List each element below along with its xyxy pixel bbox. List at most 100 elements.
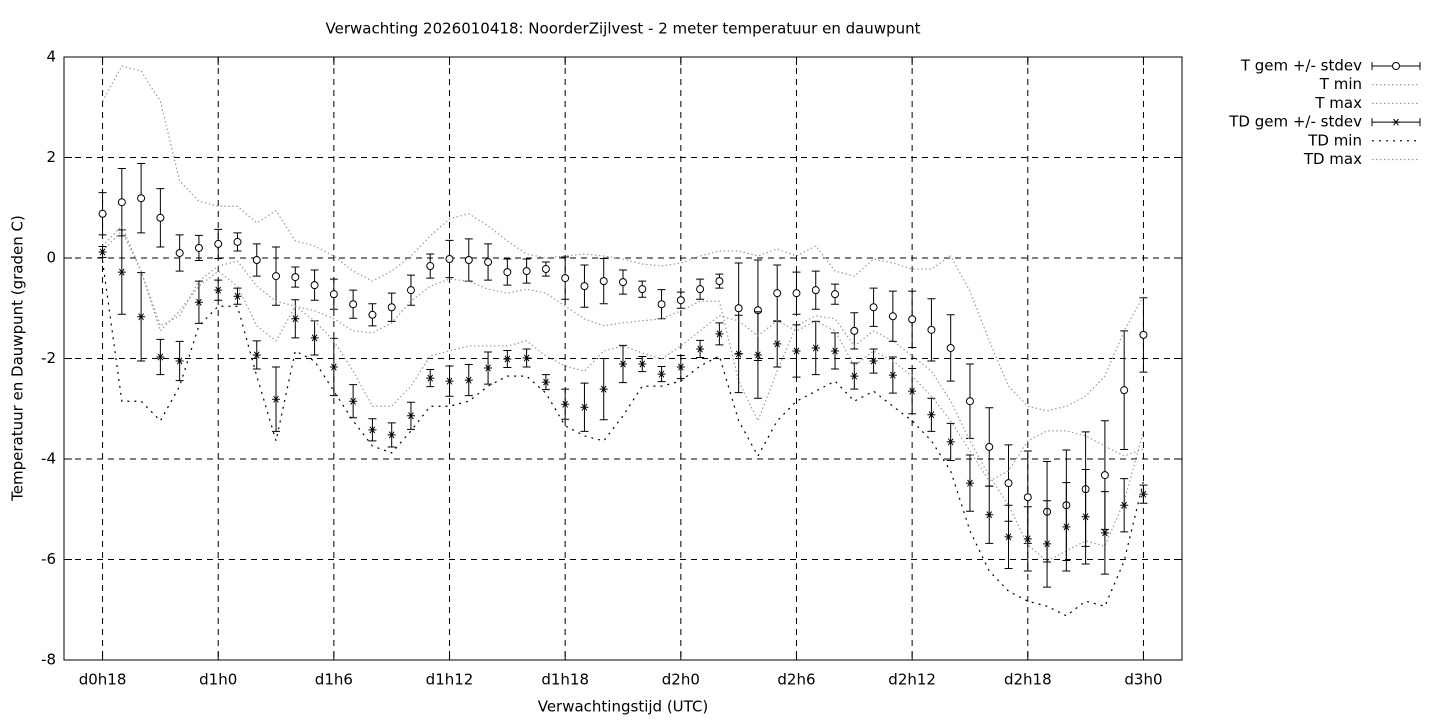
error-point: [831, 332, 840, 370]
error-point: [445, 365, 454, 397]
point: [985, 511, 994, 519]
error-point: [1004, 504, 1013, 570]
point: [773, 289, 782, 298]
error-point: [1100, 420, 1109, 530]
legend-label: T gem +/- stdev: [1240, 57, 1362, 75]
point: [175, 357, 184, 365]
point: [850, 372, 859, 380]
point: [1392, 62, 1400, 70]
point: [888, 312, 897, 321]
error-point: [580, 382, 589, 432]
error-point: [927, 298, 936, 362]
legend-label: T min: [1319, 75, 1362, 93]
error-point: [888, 290, 897, 342]
point: [773, 340, 782, 348]
point: [676, 363, 685, 371]
error-point: [1062, 482, 1071, 572]
point: [696, 345, 705, 353]
error-point: [406, 401, 415, 430]
error-point: [715, 273, 724, 289]
x-tick-label: d2h0: [662, 671, 700, 689]
error-point: [503, 349, 512, 369]
point: [484, 364, 493, 372]
point: [908, 315, 917, 324]
error-point: [272, 246, 281, 306]
error-point: [98, 192, 107, 236]
point: [349, 397, 358, 405]
error-point: [406, 274, 415, 306]
legend-label: TD gem +/- stdev: [1228, 113, 1362, 131]
error-point: [175, 234, 184, 272]
point: [580, 282, 589, 291]
error-point: [272, 366, 281, 432]
error-point: [426, 369, 435, 388]
point: [175, 248, 184, 257]
error-point: [965, 363, 974, 439]
error-point: [715, 322, 724, 346]
point: [1004, 533, 1013, 541]
y-tick-label: 0: [46, 249, 56, 267]
legend-label: T max: [1314, 94, 1362, 112]
error-point: [850, 362, 859, 390]
error-point: [1081, 469, 1090, 565]
error-point: [696, 339, 705, 358]
point: [310, 334, 319, 342]
point: [1062, 523, 1071, 531]
legend-label: TD min: [1307, 131, 1362, 149]
error-point: [329, 278, 338, 310]
point: [137, 313, 146, 321]
error-point: [734, 314, 743, 394]
point: [657, 370, 666, 378]
error-point: [137, 163, 146, 234]
point: [831, 290, 840, 299]
point: [638, 360, 647, 368]
error-point: [927, 397, 936, 432]
line-series: [102, 65, 1144, 412]
point: [580, 403, 589, 411]
point: [619, 278, 627, 287]
y-axis-label: Temperatuur en Dauwpunt (graden C): [9, 215, 27, 502]
error-point: [657, 289, 666, 320]
point: [368, 310, 377, 319]
error-point: [291, 266, 300, 288]
error-point: [696, 278, 705, 300]
point: [541, 265, 550, 274]
point: [888, 371, 897, 379]
error-point: [773, 264, 782, 322]
point: [349, 300, 358, 309]
error-point: [484, 351, 493, 385]
error-point: [619, 344, 627, 384]
error-point: [368, 303, 377, 327]
error-point: [522, 348, 531, 368]
point: [1139, 330, 1148, 339]
point: [522, 267, 531, 276]
point: [811, 344, 820, 352]
point: [387, 303, 396, 312]
error-point: [1043, 500, 1052, 588]
point: [908, 387, 917, 395]
error-point: [946, 314, 955, 382]
point: [850, 326, 859, 335]
error-point: [599, 258, 608, 305]
point: [503, 268, 512, 277]
point: [696, 285, 705, 294]
point: [426, 262, 435, 271]
point: [387, 431, 396, 439]
error-point: [888, 356, 897, 394]
error-point: [387, 422, 396, 448]
error-point: [98, 245, 107, 258]
point: [946, 438, 955, 446]
error-point: [233, 287, 242, 305]
error-point: [676, 291, 685, 309]
point: [329, 290, 338, 299]
line-series: [102, 229, 1145, 562]
point: [117, 268, 126, 276]
point: [599, 385, 608, 393]
point: [117, 198, 126, 207]
error-point: [522, 258, 531, 284]
point: [619, 360, 627, 368]
point: [869, 303, 878, 312]
error-point: [117, 229, 126, 315]
point: [484, 258, 493, 267]
point: [985, 442, 994, 451]
